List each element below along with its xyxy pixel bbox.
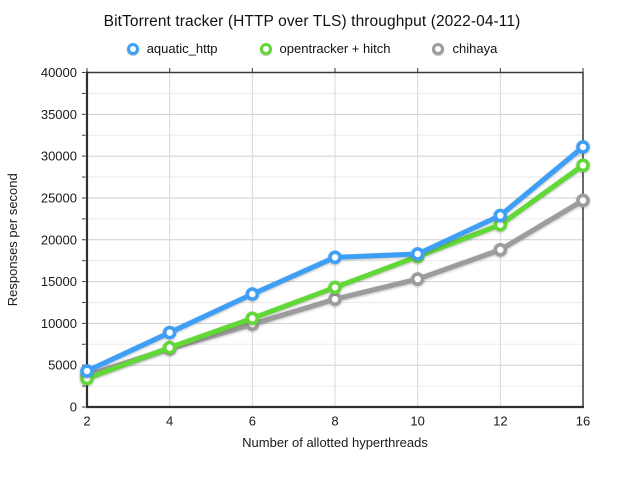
y-tick-label: 35000 <box>41 107 77 122</box>
legend-item-opentracker-hitch: opentracker + hitch <box>259 41 391 56</box>
chart-title: BitTorrent tracker (HTTP over TLS) throu… <box>103 13 521 30</box>
data-point-marker <box>328 280 342 295</box>
legend-label-opentracker-hitch: opentracker + hitch <box>279 41 391 56</box>
x-tick-label: 16 <box>576 414 590 429</box>
y-tick-label: 15000 <box>41 274 77 289</box>
y-tick-label: 25000 <box>41 190 77 205</box>
y-tick-label: 10000 <box>41 316 77 331</box>
legend-item-chihaya: chihaya <box>432 41 497 56</box>
data-point-marker <box>576 193 590 208</box>
data-point-marker <box>162 325 177 340</box>
legend-item-aquatic-http: aquatic_http <box>126 41 218 56</box>
x-tick-label: 4 <box>166 414 173 429</box>
x-tick-label: 2 <box>83 414 90 429</box>
aquatic-http-marker-icon <box>126 42 139 55</box>
series-aquatic-http <box>80 140 590 378</box>
x-tick-label: 10 <box>410 414 424 429</box>
legend-label-chihaya: chihaya <box>452 41 498 56</box>
data-point-marker <box>410 272 425 286</box>
data-point-marker <box>576 158 590 173</box>
chart-legend: aquatic_http opentracker + hitch chihaya <box>0 41 624 56</box>
data-point-marker <box>576 140 590 154</box>
y-tick-label: 40000 <box>41 65 77 80</box>
legend-label-aquatic-http: aquatic_http <box>146 41 218 56</box>
y-tick-label: 0 <box>70 400 77 415</box>
data-point-marker <box>493 242 508 257</box>
chihaya-marker-icon <box>432 42 445 55</box>
x-axis-title: Number of allotted hyperthreads <box>242 435 428 450</box>
data-point-marker <box>493 208 508 223</box>
data-point-marker <box>80 364 94 378</box>
opentracker-hitch-marker-icon <box>259 42 272 55</box>
data-point-marker <box>410 247 425 261</box>
series-opentracker-hitch <box>80 158 590 386</box>
y-axis-title: Responses per second <box>5 173 20 306</box>
y-tick-label: 20000 <box>41 232 77 247</box>
data-point-marker <box>328 292 342 306</box>
y-tick-label: 30000 <box>41 149 77 164</box>
x-tick-label: 8 <box>331 414 338 429</box>
data-point-marker <box>328 250 342 265</box>
x-tick-label: 12 <box>493 414 507 429</box>
y-tick-label: 5000 <box>48 358 77 373</box>
data-point-marker <box>162 340 177 355</box>
data-point-marker <box>245 311 260 326</box>
x-tick-label: 6 <box>249 414 256 429</box>
data-point-marker <box>245 287 260 301</box>
